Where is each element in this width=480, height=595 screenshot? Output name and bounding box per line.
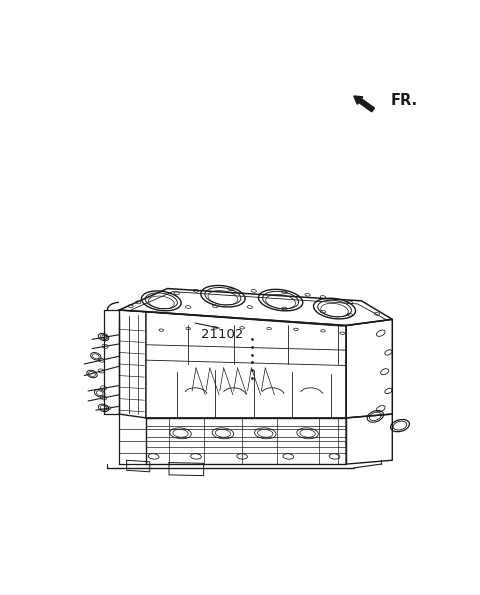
Text: FR.: FR. xyxy=(391,93,418,108)
Text: 21102: 21102 xyxy=(201,328,243,342)
FancyArrow shape xyxy=(354,96,374,112)
